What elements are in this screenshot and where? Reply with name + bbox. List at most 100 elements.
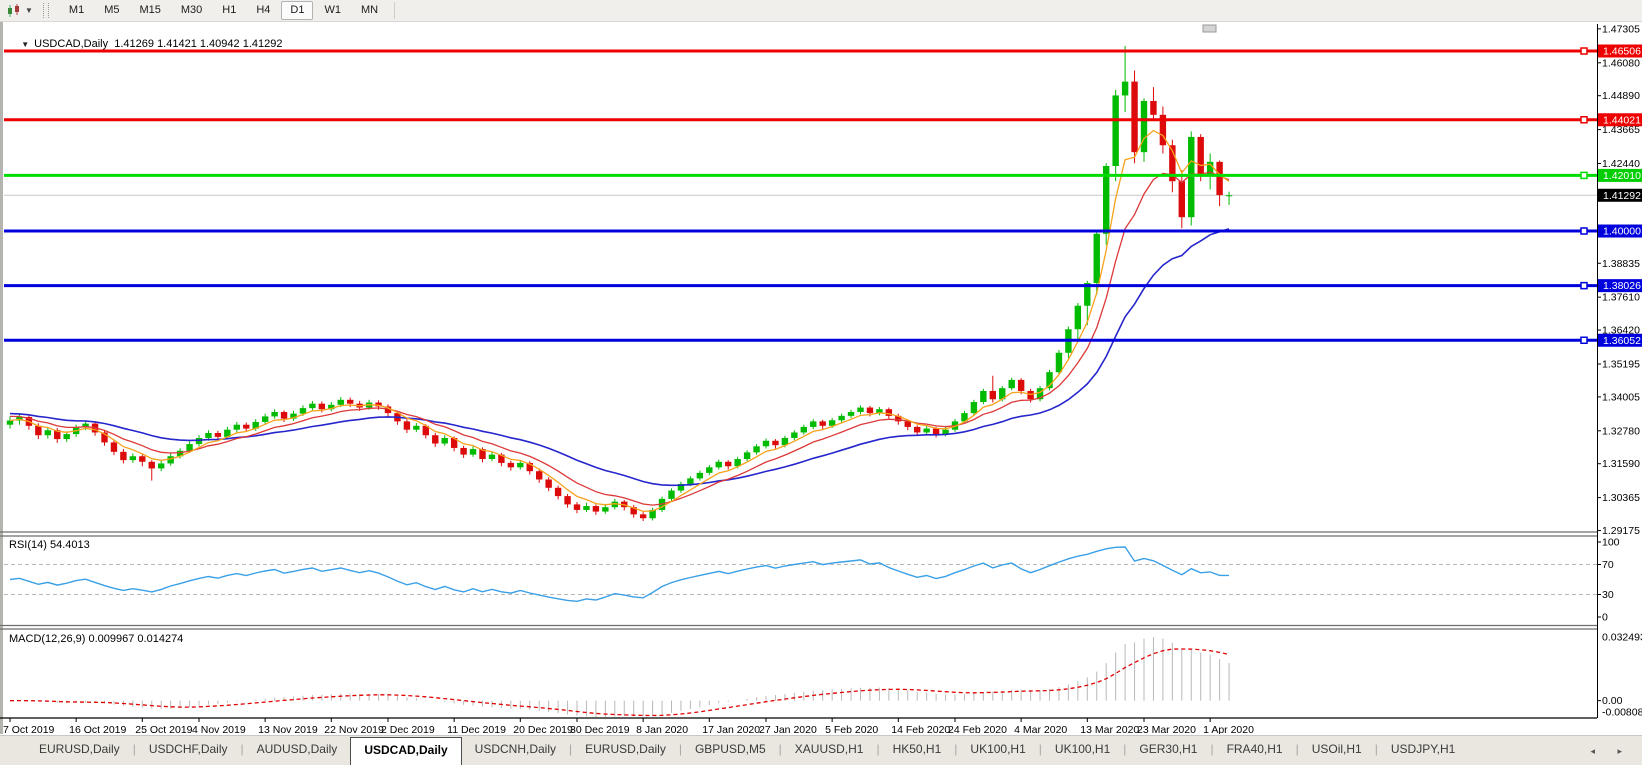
candle xyxy=(630,507,637,515)
svg-text:30 Dec 2019: 30 Dec 2019 xyxy=(570,724,630,734)
candle xyxy=(488,454,496,460)
chart-tab-usdcnh-daily-4[interactable]: USDCNH,Daily xyxy=(474,742,557,756)
svg-text:13 Nov 2019: 13 Nov 2019 xyxy=(258,724,318,734)
timeframe-button-h4[interactable]: H4 xyxy=(256,4,271,16)
candle xyxy=(507,462,515,468)
chart-tab-audusd-daily-2[interactable]: AUDUSD,Daily xyxy=(256,742,338,756)
candle xyxy=(639,514,647,519)
chart-tab-fra40-h1-12[interactable]: FRA40,H1 xyxy=(1226,742,1283,756)
chart-tab-usdcad-daily-3[interactable]: USDCAD,Daily xyxy=(350,737,462,765)
tab-separator: | xyxy=(240,742,244,756)
price-badge xyxy=(1598,113,1642,127)
timeframe-button-m5[interactable]: M5 xyxy=(104,4,120,16)
candle xyxy=(422,425,429,436)
svg-text:1.31590: 1.31590 xyxy=(1602,458,1640,470)
candle xyxy=(668,490,675,499)
candle xyxy=(734,459,741,467)
chart-tab-ger30-h1-11[interactable]: GER30,H1 xyxy=(1139,742,1198,756)
chart-title-ohlc: 1.41269 1.41421 1.40942 1.41292 xyxy=(114,38,283,50)
candle xyxy=(1197,136,1204,175)
date-axis[interactable]: 7 Oct 2019 16 Oct 2019 25 Oct 2019 4 Nov 20… xyxy=(3,718,1254,736)
svg-text:1.30365: 1.30365 xyxy=(1602,492,1640,504)
timeframe-button-mn[interactable]: MN xyxy=(360,4,379,16)
chevron-down-icon[interactable]: ▼ xyxy=(25,6,33,15)
chart-shift-marker[interactable] xyxy=(1202,24,1217,33)
toolbar-grip[interactable] xyxy=(42,3,49,18)
rsi-panel[interactable] xyxy=(4,546,1597,603)
svg-text:1.35195: 1.35195 xyxy=(1602,358,1640,370)
chart-tab-eurusd-daily-5[interactable]: EURUSD,Daily xyxy=(585,742,666,756)
candle xyxy=(469,449,477,455)
candle xyxy=(139,456,146,462)
chart-tab-usdchf-daily-1[interactable]: USDCHF,Daily xyxy=(148,742,228,756)
timeframe-button-m15[interactable]: M15 xyxy=(139,4,161,16)
chart-tab-eurusd-daily-0[interactable]: EURUSD,Daily xyxy=(39,742,120,756)
chart-tab-uk100-h1-9[interactable]: UK100,H1 xyxy=(970,742,1026,756)
timeframe-button-d1[interactable]: D1 xyxy=(281,1,314,20)
macd-panel[interactable] xyxy=(9,637,1230,717)
candle xyxy=(432,435,439,444)
svg-text:0.00: 0.00 xyxy=(1602,695,1623,707)
candle xyxy=(999,388,1006,400)
candle xyxy=(904,421,911,427)
candle xyxy=(819,421,826,426)
toolbar: ▼ M1 M5 M15 M30 H1 H4 D1 W1 MN xyxy=(0,0,1642,22)
timeframe-button-m30[interactable]: M30 xyxy=(180,4,203,16)
chart-tab-usdjpy-h1-14[interactable]: USDJPY,H1 xyxy=(1390,742,1456,756)
svg-text:25 Oct 2019: 25 Oct 2019 xyxy=(135,724,192,734)
svg-text:4 Nov 2019: 4 Nov 2019 xyxy=(192,724,246,734)
candle xyxy=(743,452,751,460)
candle xyxy=(573,504,581,510)
candle xyxy=(318,403,326,410)
candle xyxy=(526,462,533,472)
candle xyxy=(857,407,864,412)
svg-text:1.32780: 1.32780 xyxy=(1602,425,1640,437)
candle xyxy=(35,425,42,436)
candle xyxy=(1169,145,1176,182)
svg-text:16 Oct 2019: 16 Oct 2019 xyxy=(69,724,126,734)
timeframe-button-m1[interactable]: M1 xyxy=(68,4,85,16)
candle xyxy=(800,426,807,433)
candle xyxy=(564,496,571,505)
price-badge xyxy=(1598,44,1642,58)
tab-scroll-arrows[interactable]: ◂ ▸ xyxy=(1590,746,1632,756)
candlestick-chart-icon[interactable] xyxy=(3,2,25,19)
candle xyxy=(54,430,61,440)
candle xyxy=(696,472,704,479)
chart-tab-hk50-h1-8[interactable]: HK50,H1 xyxy=(892,742,942,756)
candle xyxy=(82,423,89,428)
chart-title: ▼ USDCAD,Daily 1.41269 1.41421 1.40942 1.… xyxy=(9,26,282,62)
tab-separator: | xyxy=(132,742,136,756)
candle xyxy=(224,429,231,437)
candle xyxy=(63,434,70,440)
candle xyxy=(687,478,694,484)
chart-tab-gbpusd-m5-6[interactable]: GBPUSD,M5 xyxy=(694,742,766,756)
candle xyxy=(450,437,458,448)
candle xyxy=(309,403,316,409)
chart-canvas[interactable]: 1.47305 1.46080 1.44890 1.43665 1.42440 1.388… xyxy=(0,22,1642,736)
candle xyxy=(989,390,996,400)
timeframe-button-h1[interactable]: H1 xyxy=(222,4,237,16)
candle xyxy=(762,440,770,447)
svg-text:22 Nov 2019: 22 Nov 2019 xyxy=(324,724,384,734)
candle xyxy=(261,416,269,422)
svg-text:1.47305: 1.47305 xyxy=(1602,23,1640,35)
main-plot[interactable] xyxy=(4,45,1597,522)
candle xyxy=(205,433,212,438)
symbol-dropdown-icon[interactable]: ▼ xyxy=(21,40,30,49)
timeframe-button-w1[interactable]: W1 xyxy=(324,4,341,16)
chart-tab-uk100-h1-10[interactable]: UK100,H1 xyxy=(1054,742,1111,756)
candle xyxy=(129,456,137,461)
tab-separator: | xyxy=(876,742,880,756)
toolbar-separator xyxy=(394,2,396,19)
chart-tab-xauusd-h1-7[interactable]: XAUUSD,H1 xyxy=(794,742,864,756)
chart-tab-usoil-h1-13[interactable]: USOil,H1 xyxy=(1311,742,1362,756)
tabbar-spacer xyxy=(0,736,26,765)
price-badge xyxy=(1598,333,1642,347)
line-handle xyxy=(1580,116,1588,124)
candle xyxy=(725,461,732,467)
price-axis[interactable]: 1.47305 1.46080 1.44890 1.43665 1.42440 1.388… xyxy=(1597,23,1642,719)
tab-separator: | xyxy=(778,742,782,756)
line-handle xyxy=(1580,171,1588,180)
candle xyxy=(176,450,184,457)
